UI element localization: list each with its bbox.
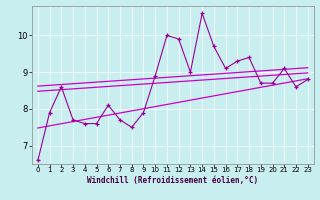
X-axis label: Windchill (Refroidissement éolien,°C): Windchill (Refroidissement éolien,°C) [87, 176, 258, 185]
